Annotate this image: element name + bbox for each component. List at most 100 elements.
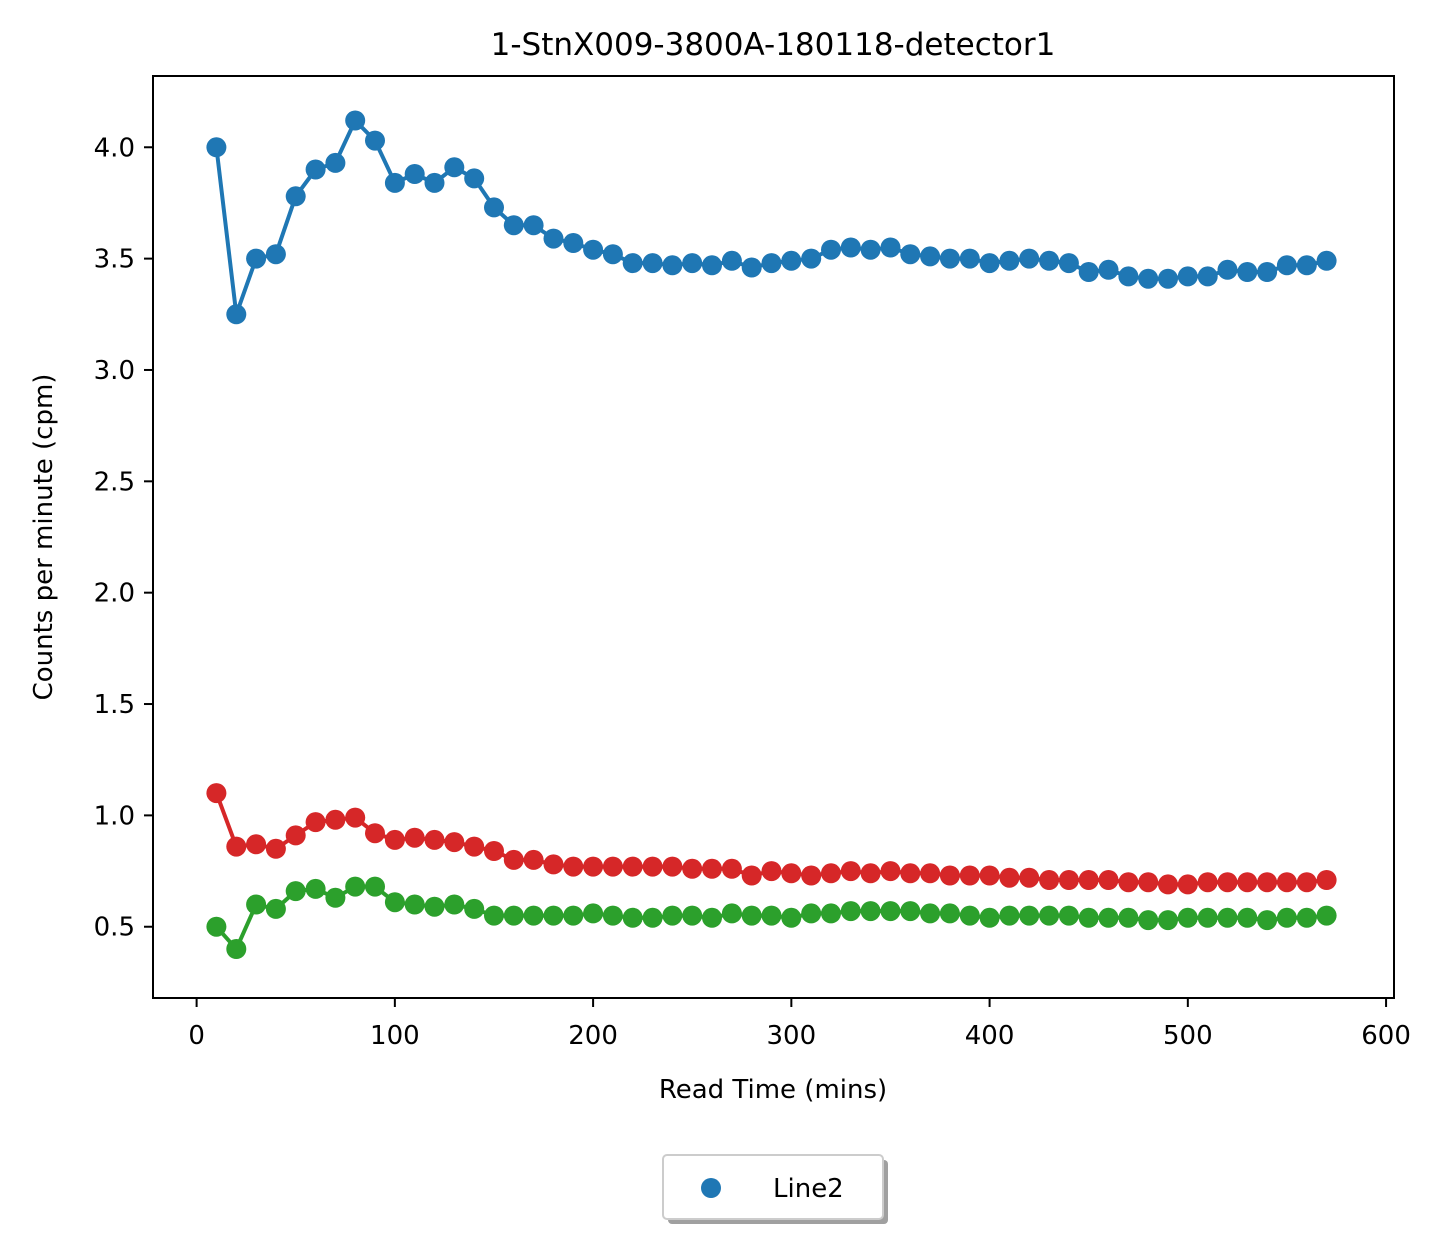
data-point [1039, 905, 1060, 926]
data-point [384, 172, 405, 193]
data-point [860, 901, 881, 922]
data-point [563, 905, 584, 926]
data-point [1217, 259, 1238, 280]
data-point [860, 863, 881, 884]
data-point [999, 905, 1020, 926]
data-point [246, 834, 267, 855]
data-point [1316, 905, 1337, 926]
data-point [959, 248, 980, 269]
data-point [702, 907, 722, 928]
data-point [979, 907, 1000, 928]
y-axis-label: Counts per minute (cpm) [29, 374, 59, 701]
data-point [246, 894, 267, 915]
x-axis: 0 100 200 300 400 500 600 [188, 998, 1411, 1051]
data-point [1098, 870, 1119, 890]
data-point [999, 867, 1020, 888]
data-point [1237, 872, 1258, 893]
data-point [583, 856, 604, 877]
data-point [1058, 253, 1079, 274]
data-point [880, 901, 901, 922]
data-point [285, 881, 306, 902]
x-tick-label: 600 [1361, 1021, 1411, 1051]
y-tick-label: 3.0 [94, 356, 135, 386]
data-point [622, 907, 643, 928]
data-point [1118, 872, 1139, 893]
data-point [226, 304, 247, 325]
x-tick-label: 400 [965, 1021, 1015, 1051]
data-point [801, 903, 822, 924]
legend: Line2 [662, 1154, 888, 1224]
data-point [1316, 870, 1337, 890]
data-point [920, 863, 941, 884]
data-point [741, 905, 762, 926]
data-point [285, 825, 306, 846]
data-point [662, 856, 683, 877]
data-point [721, 858, 742, 879]
data-point [1197, 872, 1218, 893]
data-point [821, 863, 841, 884]
data-point [1138, 872, 1159, 893]
data-point [1296, 255, 1317, 276]
data-point [265, 898, 286, 919]
data-point [741, 257, 762, 278]
y-tick-label: 0.5 [94, 913, 135, 943]
data-point [543, 905, 564, 926]
data-point [384, 892, 405, 913]
data-point [543, 228, 564, 249]
data-point [523, 905, 544, 926]
y-tick-label: 1.0 [94, 801, 135, 831]
data-point [880, 237, 901, 258]
data-point [265, 244, 286, 265]
data-point [563, 856, 584, 877]
data-point [840, 237, 861, 258]
data-point [305, 159, 326, 180]
data-point [345, 110, 366, 131]
data-point [503, 905, 524, 926]
data-point [761, 905, 782, 926]
data-point [365, 876, 385, 897]
data-point [939, 903, 960, 924]
data-point [1098, 259, 1119, 280]
data-point [484, 197, 504, 218]
data-point [305, 812, 326, 833]
data-point [880, 861, 901, 882]
x-tick-label: 200 [568, 1021, 618, 1051]
data-point [1177, 874, 1198, 895]
data-point [979, 253, 1000, 274]
data-point [781, 250, 802, 271]
data-point [583, 239, 604, 260]
data-point [1138, 268, 1159, 289]
data-point [1138, 910, 1159, 931]
data-point [702, 858, 722, 879]
data-point [325, 809, 346, 830]
data-point [801, 248, 822, 269]
plot-area [206, 110, 1337, 959]
data-point [345, 876, 366, 897]
data-point [642, 856, 663, 877]
data-point [424, 829, 445, 850]
data-point [325, 887, 346, 908]
y-tick-label: 2.5 [94, 467, 135, 497]
data-point [1276, 872, 1297, 893]
data-point [484, 841, 504, 861]
data-point [1316, 250, 1337, 271]
data-point [1237, 262, 1258, 282]
data-point [1058, 905, 1079, 926]
data-point [365, 130, 385, 151]
data-point [523, 849, 544, 870]
data-point [741, 865, 762, 886]
data-point [1118, 907, 1139, 928]
data-point [1217, 907, 1238, 928]
data-point [979, 865, 1000, 886]
series-3 [206, 876, 1337, 959]
data-point [404, 894, 425, 915]
data-point [1078, 870, 1099, 890]
data-point [1058, 870, 1079, 890]
data-point [464, 898, 485, 919]
data-point [602, 244, 623, 265]
data-point [226, 836, 247, 857]
data-point [365, 823, 385, 844]
data-point [860, 239, 881, 260]
data-point [1237, 907, 1258, 928]
